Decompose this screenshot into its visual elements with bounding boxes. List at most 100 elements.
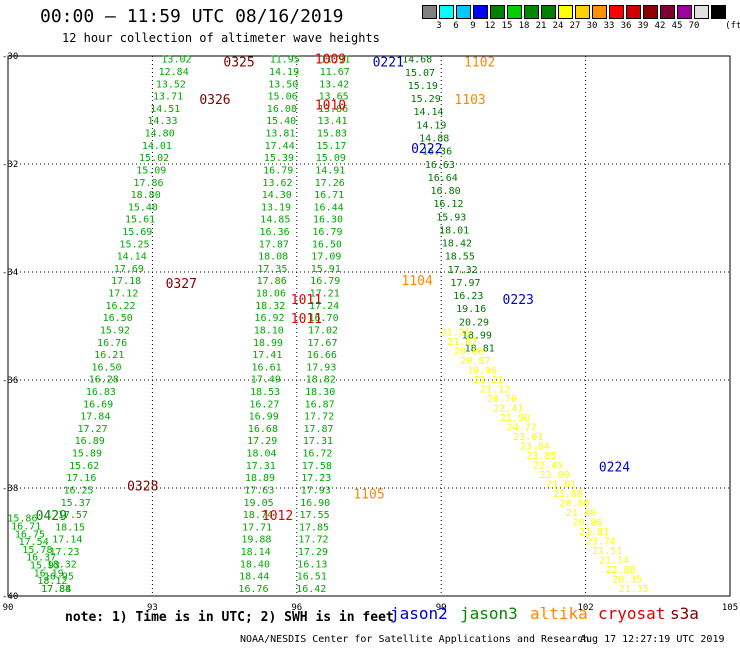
wave-height-value: 14.14: [117, 252, 147, 263]
wave-height-value: 17.86: [257, 276, 287, 287]
pass-time-label: 0224: [599, 460, 630, 475]
wave-height-value: 18.12: [37, 576, 67, 587]
wave-height-value: 13.19: [261, 202, 291, 213]
wave-height-value: 16.87: [305, 399, 335, 410]
legend-swatch: [422, 5, 437, 19]
wave-height-value: 19.96: [467, 365, 497, 376]
wave-height-value: 17.31: [246, 461, 276, 472]
wave-height-value: 17.87: [303, 424, 333, 435]
wave-height-value: 20.70: [487, 394, 517, 405]
wave-height-value: 18.32: [255, 301, 285, 312]
satellite-jason2: jason2: [390, 604, 448, 623]
wave-height-value: 16.71: [11, 522, 41, 533]
wave-height-value: 20.87: [460, 356, 490, 367]
wave-height-value: 11.95: [270, 55, 300, 66]
pass-time-label: 0325: [223, 55, 254, 70]
pass-time-label: 0223: [503, 293, 534, 308]
wave-height-value: 17.18: [111, 276, 141, 287]
wave-height-value: 15.19: [408, 81, 438, 92]
wave-height-value: 17.88: [41, 584, 71, 595]
wave-height-value: 16.36: [422, 147, 452, 158]
wave-height-value: 16.23: [453, 291, 483, 302]
wave-height-value: 17.87: [259, 239, 289, 250]
wave-height-value: 19.88: [241, 535, 271, 546]
wave-height-value: 17.93: [306, 362, 336, 373]
wave-height-value: 17.84: [41, 584, 71, 595]
wave-height-value: 21.35: [619, 584, 649, 595]
wave-height-value: 16.79: [263, 165, 293, 176]
wave-height-value: 18.32: [47, 559, 77, 570]
wave-height-value: 15.25: [119, 239, 149, 250]
wave-height-value: 16.42: [296, 584, 326, 595]
wave-height-value: 17.26: [315, 178, 345, 189]
wave-height-value: 14.19: [269, 67, 299, 78]
pass-time-label: 0326: [199, 93, 230, 108]
wave-height-value: 17.57: [58, 510, 88, 521]
wave-height-value: 16.28: [89, 375, 119, 386]
pass-time-label: 0327: [166, 277, 197, 292]
wave-height-value: 17.67: [307, 338, 337, 349]
legend-label: 12: [484, 21, 496, 31]
wave-height-value: 17.86: [133, 178, 163, 189]
wave-height-value: 14.51: [150, 104, 180, 115]
wave-height-value: 18.10: [254, 325, 284, 336]
wave-height-value: 16.72: [302, 449, 332, 460]
wave-height-value: 17.44: [265, 141, 295, 152]
wave-height-value: 19.05: [244, 498, 274, 509]
legend-label: 39: [637, 21, 649, 31]
wave-height-value: 14.30: [262, 190, 292, 201]
wave-height-value: 17.21: [310, 289, 340, 300]
wave-height-value: 16.13: [297, 559, 327, 570]
wave-height-value: 15.91: [311, 264, 341, 275]
wave-height-value: 17.58: [302, 461, 332, 472]
wave-height-value: 16.70: [308, 313, 338, 324]
wave-height-value: 21.51: [592, 546, 622, 557]
legend-label: 45: [671, 21, 683, 31]
wave-height-value: 21.21: [474, 375, 504, 386]
wave-height-value: 16.12: [433, 199, 463, 210]
legend-label: 70: [688, 21, 700, 31]
wave-height-value: 21.68: [553, 489, 583, 500]
wave-height-value: 14.01: [142, 141, 172, 152]
wave-height-value: 13.65: [319, 92, 349, 103]
wave-height-value: 17.84: [80, 412, 110, 423]
wave-height-value: 17.63: [244, 485, 274, 496]
wave-height-value: 15.29: [411, 94, 441, 105]
wave-height-value: 16.08: [267, 104, 297, 115]
wave-height-value: 16.36: [260, 227, 290, 238]
wave-height-value: 16.95: [44, 572, 74, 583]
legend-label: 36: [620, 21, 632, 31]
wave-height-value: 16.19: [34, 568, 64, 579]
footer-credit: NOAA/NESDIS Center for Satellite Applica…: [240, 634, 590, 645]
legend-swatch: [439, 5, 454, 19]
wave-height-value: 15.09: [316, 153, 346, 164]
wave-height-value: 13.42: [319, 79, 349, 90]
wave-height-value: 17.14: [52, 535, 82, 546]
wave-height-value: 13.52: [156, 79, 186, 90]
wave-height-value: 17.23: [301, 473, 331, 484]
legend-swatch: [541, 5, 556, 19]
wave-height-value: 17.54: [19, 537, 49, 548]
wave-height-value: 17.32: [448, 265, 478, 276]
legend-label: 27: [569, 21, 581, 31]
wave-height-value: 16.76: [97, 338, 127, 349]
wave-height-value: 18.89: [245, 473, 275, 484]
satellite-s3a: s3a: [670, 604, 699, 623]
wave-height-value: 13.41: [317, 116, 347, 127]
wave-height-value: 15.07: [405, 68, 435, 79]
wave-height-value: 18.53: [250, 387, 280, 398]
wave-height-value: 17.97: [450, 278, 480, 289]
wave-height-value: 16.75: [15, 529, 45, 540]
legend-swatch: [609, 5, 624, 19]
wave-height-value: 18.55: [445, 252, 475, 263]
wave-height-value: 15.93: [30, 561, 60, 572]
wave-height-value: 17.02: [308, 325, 338, 336]
pass-time-label: 1102: [464, 55, 495, 70]
legend-swatch: [643, 5, 658, 19]
pass-time-label: 1105: [353, 487, 384, 502]
wave-height-value: 15.40: [128, 202, 158, 213]
legend-swatch: [711, 5, 726, 19]
wave-height-value: 12.84: [159, 67, 189, 78]
page-title: 00:00 – 11:59 UTC 08/16/2019: [40, 6, 344, 27]
